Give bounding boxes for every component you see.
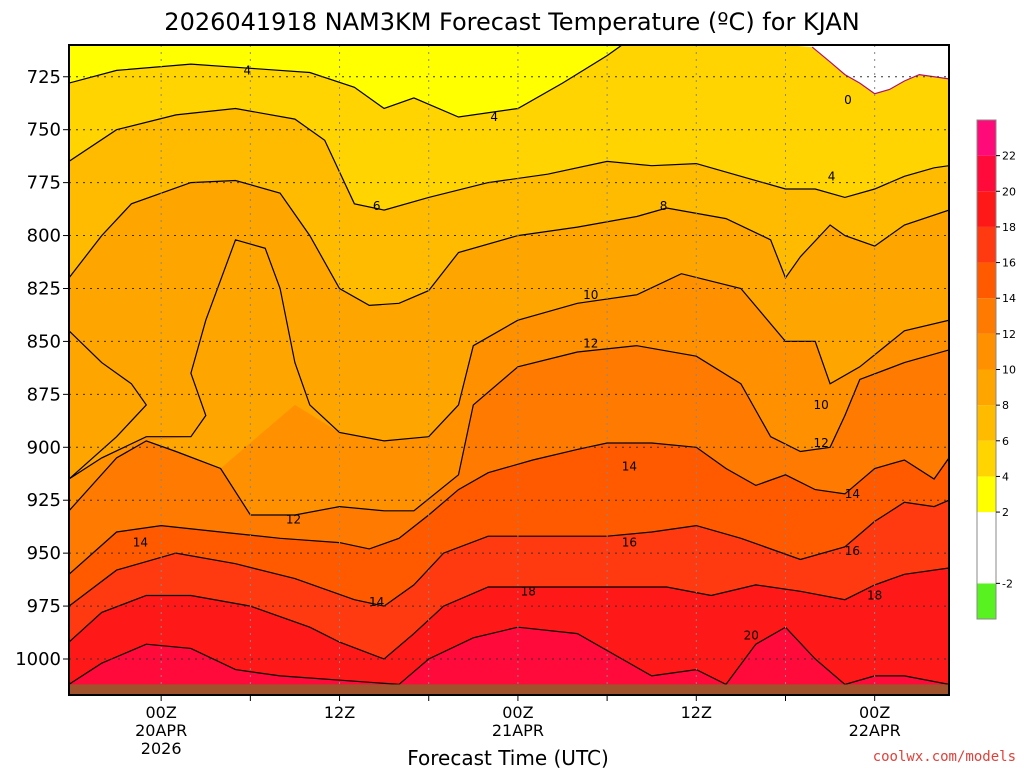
plot-frame bbox=[68, 44, 950, 696]
ytick-label-925: 925 bbox=[27, 490, 61, 511]
contour-label-18-17: 18 bbox=[521, 584, 536, 598]
contour-label-12-7: 12 bbox=[583, 337, 598, 351]
contour-label-4-0: 4 bbox=[244, 63, 252, 77]
isotherm-10-3 bbox=[69, 239, 949, 480]
ytick-label-775: 775 bbox=[27, 173, 61, 194]
contour-label-14-16: 14 bbox=[369, 595, 384, 609]
colorbar-swatch-16 bbox=[977, 226, 996, 263]
band-above-4 bbox=[69, 45, 949, 117]
contour-label-14-13: 14 bbox=[133, 536, 148, 550]
isotherm-6-1 bbox=[69, 107, 949, 211]
colorbar-label-10: 10 bbox=[1002, 364, 1016, 377]
colorbar-swatch-10 bbox=[977, 333, 996, 370]
colorbar-swatch-12 bbox=[977, 298, 996, 334]
colorbar-swatch-4 bbox=[977, 440, 996, 477]
isotherm-0-9 bbox=[811, 46, 949, 95]
xtick-label-0-0: 00Z bbox=[145, 703, 176, 722]
colorbar-swatch-14 bbox=[977, 262, 996, 299]
x-axis-label: Forecast Time (UTC) bbox=[407, 746, 609, 768]
band-region-0 bbox=[69, 326, 147, 479]
colorbar-label-6: 6 bbox=[1002, 435, 1009, 448]
colorbar-swatch--4 bbox=[977, 583, 996, 619]
isotherm-18-7 bbox=[69, 567, 949, 660]
colorbar-swatch-20 bbox=[977, 155, 996, 192]
temperature-fills bbox=[69, 45, 949, 695]
ytick-label-850: 850 bbox=[27, 331, 61, 352]
band-region-1 bbox=[146, 239, 474, 469]
colorbar-swatch--2 bbox=[977, 547, 996, 584]
plot-area: 4 4 0 4 6 8 10 12 10 12 14 12 14 14 16 16 14 18 18 20 bbox=[69, 45, 949, 695]
colorbar-label-4: 4 bbox=[1002, 470, 1009, 483]
contour-label-16-14: 16 bbox=[622, 536, 637, 550]
ytick-label-900: 900 bbox=[27, 437, 61, 458]
colorbar-label-8: 8 bbox=[1002, 399, 1009, 412]
isotherm-20-8 bbox=[69, 626, 949, 686]
contour-label-14-10: 14 bbox=[622, 459, 637, 473]
contour-label-6-4: 6 bbox=[373, 199, 381, 213]
colorbar-label-12: 12 bbox=[1002, 328, 1016, 341]
isotherm-14-5 bbox=[69, 442, 949, 575]
contour-label-8-5: 8 bbox=[660, 199, 668, 213]
ytick-label-800: 800 bbox=[27, 226, 61, 247]
isotherm-12-4 bbox=[69, 345, 949, 516]
xtick-label-12-0: 12Z bbox=[324, 703, 355, 722]
ytick-label-750: 750 bbox=[27, 120, 61, 141]
xtick-label-36-0: 12Z bbox=[681, 703, 712, 722]
contour-label-4-1: 4 bbox=[490, 110, 498, 124]
contour-label-4-3: 4 bbox=[828, 169, 836, 183]
xtick-label-48-0: 00Z bbox=[859, 703, 890, 722]
colorbar-label-16: 16 bbox=[1002, 257, 1016, 270]
ytick-label-950: 950 bbox=[27, 543, 61, 564]
band-region-2 bbox=[785, 45, 949, 94]
ground-rect bbox=[69, 684, 949, 695]
ytick-label-1000: 1000 bbox=[15, 649, 61, 670]
xtick-label-48-1: 22APR bbox=[849, 721, 901, 740]
isotherm-16-6 bbox=[69, 499, 949, 607]
xtick-label-24-1: 21APR bbox=[492, 721, 544, 740]
chart-title: 2026041918 NAM3KM Forecast Temperature (… bbox=[164, 8, 859, 36]
colorbar-swatch-18 bbox=[977, 191, 996, 227]
contour-label-20-19: 20 bbox=[744, 629, 759, 643]
y-axis: 725 750 775 800 825 850 875 900 925 950 975 1000 bbox=[15, 67, 69, 670]
contour-label-14-12: 14 bbox=[845, 487, 860, 501]
ground-surface bbox=[69, 684, 949, 695]
isotherm-4-0 bbox=[69, 45, 623, 118]
colorbar-label-20: 20 bbox=[1002, 185, 1016, 198]
colorbar-swatch-2 bbox=[977, 476, 996, 513]
colorbar-swatch-0 bbox=[977, 512, 996, 548]
colorbar-swatch-22 bbox=[977, 120, 996, 156]
contour-label-12-9: 12 bbox=[814, 436, 829, 450]
contour-label-10-6: 10 bbox=[583, 288, 598, 302]
ytick-label-975: 975 bbox=[27, 596, 61, 617]
colorbar-swatch-6 bbox=[977, 405, 996, 441]
contour-label-0-2: 0 bbox=[844, 93, 852, 107]
ytick-label-875: 875 bbox=[27, 384, 61, 405]
xtick-label-0-1: 20APR bbox=[135, 721, 187, 740]
colorbar-label-22: 22 bbox=[1002, 150, 1016, 163]
xtick-label-24-0: 00Z bbox=[502, 703, 533, 722]
colorbar-label-2: 2 bbox=[1002, 506, 1009, 519]
colorbar: -2 2 4 6 8 10 12 14 16 18 20 22 bbox=[976, 119, 1016, 620]
contour-labels: 4 4 0 4 6 8 10 12 10 12 14 12 14 14 16 16 14 18 18 20 bbox=[133, 63, 883, 642]
colorbar-label--2: -2 bbox=[1002, 577, 1013, 590]
contour-label-12-11: 12 bbox=[286, 512, 301, 526]
ytick-label-825: 825 bbox=[27, 278, 61, 299]
contour-label-16-15: 16 bbox=[845, 544, 860, 558]
band-below-6 bbox=[69, 45, 949, 211]
contour-label-18-18: 18 bbox=[867, 588, 882, 602]
xtick-label-0-2: 2026 bbox=[141, 739, 182, 758]
colorbar-label-14: 14 bbox=[1002, 292, 1016, 305]
colorbar-swatch-8 bbox=[977, 369, 996, 406]
contour-label-10-8: 10 bbox=[814, 398, 829, 412]
credit-text[interactable]: coolwx.com/models bbox=[873, 749, 1016, 765]
colorbar-label-18: 18 bbox=[1002, 221, 1016, 234]
ytick-label-725: 725 bbox=[27, 67, 61, 88]
